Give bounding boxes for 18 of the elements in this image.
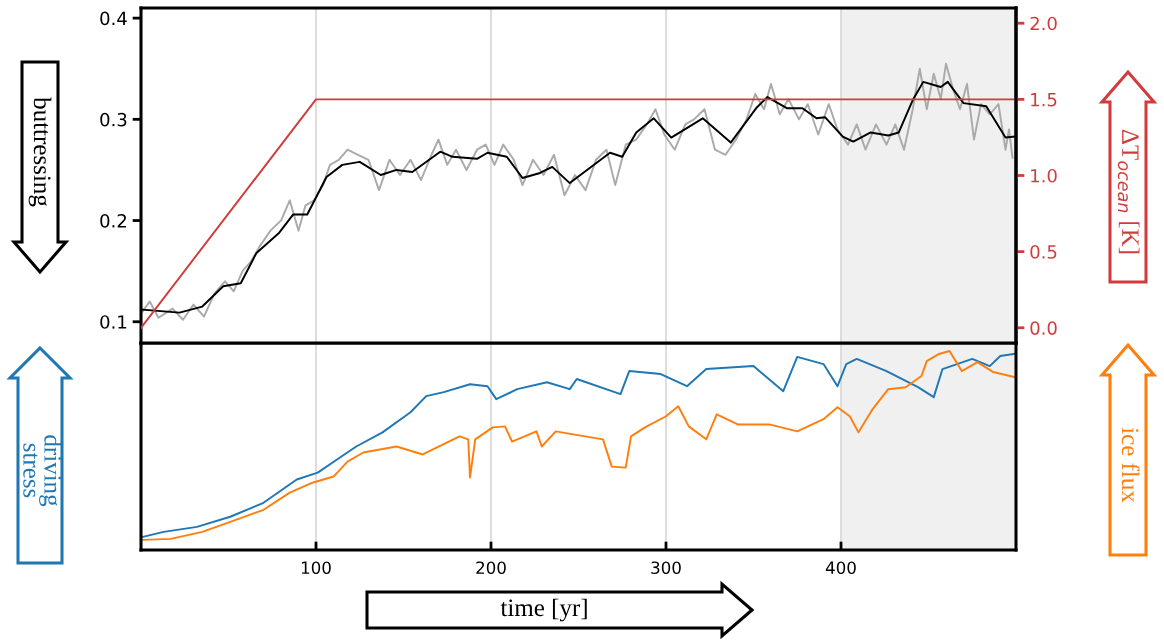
text: driving stress <box>23 435 62 507</box>
y2-tick-label: 1.5 <box>1031 93 1057 107</box>
y2-axis-title: ΔT$_{ocean}$ [K] <box>1117 129 1140 254</box>
y2-tick-label: 2.0 <box>1030 16 1057 31</box>
y-tick-label: 0.2 <box>100 214 126 228</box>
x-tick-label: 200 <box>476 561 506 575</box>
y2-tick-label: 0.0 <box>1030 321 1057 335</box>
x-tick-label: 400 <box>825 561 856 575</box>
x-tick-label: 300 <box>651 561 681 575</box>
y-axis-title: buttressing <box>28 97 52 207</box>
x-tick-label: 100 <box>301 561 331 575</box>
y-tick-label: 0.3 <box>100 112 127 127</box>
y-tick-label: 0.1 <box>100 315 127 329</box>
x-axis-title: time [yr] <box>500 598 587 622</box>
text: ice flux <box>1121 427 1140 503</box>
y2-tick-label: 1.0 <box>1031 168 1057 183</box>
y-tick-label: 0.4 <box>100 11 127 26</box>
y2-tick-label: 0.5 <box>1030 245 1057 259</box>
